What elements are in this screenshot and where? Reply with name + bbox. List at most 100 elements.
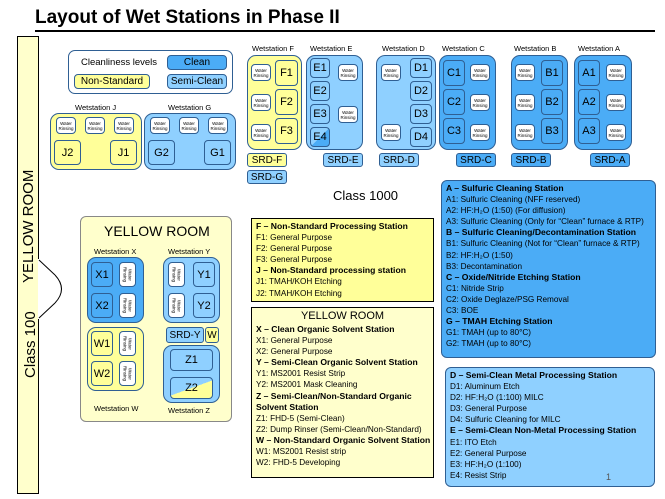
desc-line: X – Clean Organic Solvent Station <box>256 324 395 334</box>
desc-line: W – Non-Standard Organic Solvent Station <box>256 434 431 445</box>
door-symbol <box>38 259 75 319</box>
wetstation-d-label: Wetstation D <box>382 44 425 53</box>
tank-b1: B1 <box>541 60 563 86</box>
tank-w1: W1 <box>91 331 113 356</box>
water-rinse-tank: Water Rinsing <box>119 262 136 287</box>
wetstation-x-label: Wetstation X <box>94 247 137 256</box>
wetstation-b-label: Wetstation B <box>514 44 557 53</box>
tank-d4: D4 <box>410 127 432 147</box>
legend-semi-clean: Semi-Clean <box>167 74 227 89</box>
yellow-room-box-heading: YELLOW ROOM <box>300 310 385 322</box>
tank-b3: B3 <box>541 118 563 144</box>
tank-j1: J1 <box>110 140 137 165</box>
tank-d3: D3 <box>410 104 432 124</box>
desc-line: E1: ITO Etch <box>450 437 497 447</box>
srd-y: SRD-Y <box>166 327 204 343</box>
tank-g1: G1 <box>204 140 231 165</box>
water-rinse-tank: Water Rinsing <box>470 124 490 141</box>
water-rinse-tank: Water Rinsing <box>179 117 199 134</box>
desc-line: G – TMAH Etching Station <box>446 316 553 327</box>
water-rinse-tank: Water Rinsing <box>515 94 535 111</box>
wetstation-c-label: Wetstation C <box>442 44 485 53</box>
water-rinse-tank: Water Rinsing <box>338 106 358 123</box>
wetstation-f-label: Wetstation F <box>252 44 294 53</box>
page-title: Layout of Wet Stations in Phase II <box>35 7 340 28</box>
desc-line: D3: General Purpose <box>450 404 527 414</box>
water-rinse-tank: Water Rinsing <box>606 124 626 141</box>
desc-line: A2: HF:H₂O (1:50) (For diffusion) <box>446 206 566 216</box>
legend-clean: Clean <box>167 55 227 70</box>
yellow-room-vertical-label: YELLOW ROOM <box>20 169 37 283</box>
tank-f3: F3 <box>275 118 298 144</box>
desc-line: E3: HF:H₂O (1:100) <box>450 459 522 469</box>
water-rinse-tank: Water Rinsing <box>338 64 358 81</box>
desc-line: Y – Semi-Clean Organic Solvent Station <box>256 357 418 368</box>
wetstation-z-label: Wetstation Z <box>168 406 210 415</box>
tank-b2: B2 <box>541 89 563 115</box>
desc-line: D – Semi-Clean Metal Processing Station <box>450 370 618 380</box>
water-rinse-tank: Water Rinsing <box>606 94 626 111</box>
yellow-room-heading: YELLOW ROOM <box>104 223 210 239</box>
cleanliness-legend: Cleanliness levels Clean Non-Standard Se… <box>68 50 233 94</box>
water-rinse-tank: Water Rinsing <box>114 117 134 134</box>
wetstation-g-label: Wetstation G <box>168 103 212 112</box>
desc-line: Y1: MS2001 Resist Strip <box>256 369 346 379</box>
water-rinse-tank: Water Rinsing <box>168 293 185 318</box>
desc-line: C2: Oxide Deglaze/PSG Removal <box>446 294 569 304</box>
desc-line: B2: HF:H₂O (1:50) <box>446 250 513 260</box>
station-d-e-description: D – Semi-Clean Metal Processing Station … <box>445 367 655 487</box>
desc-line: A3: Sulfuric Cleaning (Only for “Clean” … <box>446 217 644 227</box>
page-number: 1 <box>606 472 612 482</box>
desc-line: A – Sulfuric Cleaning Station <box>446 183 564 193</box>
desc-line: C1: Nitride Strip <box>446 283 504 293</box>
water-rinse-tank: Water Rinsing <box>119 293 136 318</box>
tank-z1: Z1 <box>170 349 213 371</box>
class-100-label: Class 100 <box>22 311 39 378</box>
legend-non-standard: Non-Standard <box>74 74 150 89</box>
desc-line: D4: Sulfuric Cleaning for MILC <box>450 415 561 425</box>
tank-e1: E1 <box>310 58 330 78</box>
desc-line: E2: General Purpose <box>450 448 527 458</box>
desc-line: W2: FHD-5 Developing <box>256 458 341 468</box>
tank-c2: C2 <box>443 89 465 115</box>
desc-line: Y2: MS2001 Mask Cleaning <box>256 380 358 390</box>
tank-a2: A2 <box>578 89 600 115</box>
station-f-j-description: F – Non-Standard Processing Station F1: … <box>251 218 434 302</box>
tank-y1: Y1 <box>193 262 215 287</box>
srd-a: SRD-A <box>590 153 630 167</box>
wetstation-j-label: Wetstation J <box>75 103 117 112</box>
desc-line: Z – Semi-Clean/Non-Standard Organic <box>256 390 412 401</box>
station-a-b-c-g-description: A – Sulfuric Cleaning Station A1: Sulfur… <box>441 180 656 358</box>
tank-a1: A1 <box>578 60 600 86</box>
desc-line: Z2: Dump Rinser (Semi-Clean/Non-Standard… <box>256 424 422 434</box>
srd-g: SRD-G <box>247 170 287 184</box>
water-rinse-tank: Water Rinsing <box>381 124 401 141</box>
water-rinse-tank: Water Rinsing <box>381 64 401 81</box>
tank-e4: E4 <box>310 127 330 147</box>
srd-b: SRD-B <box>511 153 551 167</box>
srd-f: SRD-F <box>247 153 287 167</box>
tank-d2: D2 <box>410 81 432 101</box>
tank-d1: D1 <box>410 58 432 78</box>
tank-x2: X2 <box>91 293 113 318</box>
desc-line: E – Semi-Clean Non-Metal Processing Stat… <box>450 425 637 436</box>
desc-line: A1: Sulfuric Cleaning (NFF reserved) <box>446 195 581 205</box>
wetstation-a-label: Wetstation A <box>578 44 620 53</box>
legend-heading: Cleanliness levels <box>81 57 158 68</box>
desc-line: C3: BOE <box>446 306 479 316</box>
tank-j2: J2 <box>54 140 81 165</box>
tank-e3: E3 <box>310 104 330 124</box>
water-rinse-tank: Water Rinsing <box>119 361 136 386</box>
water-rinse-tank: Water Rinsing <box>119 331 136 356</box>
desc-line: D2: HF:H₂O (1:100) MILC <box>450 393 544 403</box>
desc-line: D1: Aluminum Etch <box>450 382 520 392</box>
srd-d: SRD-D <box>379 153 419 167</box>
desc-line: B – Sulfuric Cleaning/Decontamination St… <box>446 227 637 238</box>
water-rinse-tank: Water Rinsing <box>56 117 76 134</box>
water-rinse-tank: Water Rinsing <box>470 64 490 81</box>
water-rinse-tank: Water Rinsing <box>515 64 535 81</box>
desc-line: J2: TMAH/KOH Etching <box>256 288 342 298</box>
tank-a3: A3 <box>578 118 600 144</box>
water-rinse-tank: Water Rinsing <box>251 64 271 81</box>
tank-z2: Z2 <box>170 377 213 399</box>
